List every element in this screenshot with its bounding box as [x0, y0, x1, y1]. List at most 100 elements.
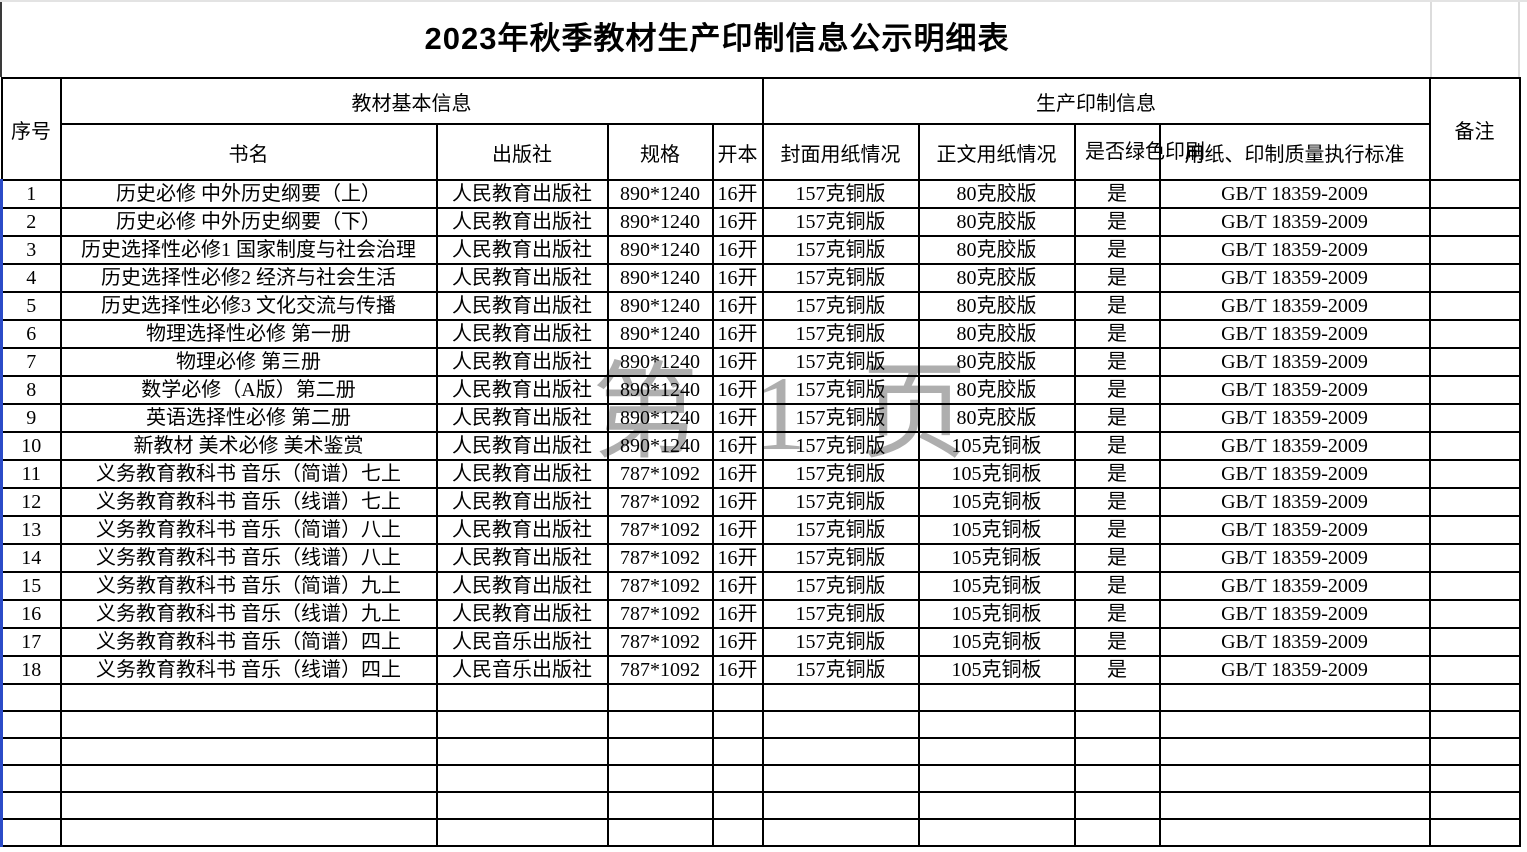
cell-remark: [1428, 515, 1521, 545]
cell-format: 16开: [711, 431, 764, 461]
empty-cell: [435, 818, 609, 847]
cell-book-name: 义务教育教科书 音乐（简谱）九上: [59, 571, 438, 601]
table-body: 1 历史必修 中外历史纲要（上） 人民教育出版社 890*1240 16开 157克铜版 8…: [0, 179, 1521, 847]
empty-cell: [435, 710, 609, 739]
empty-cell: [606, 791, 714, 820]
cell-spec: 890*1240: [606, 375, 714, 405]
cell-book-name: 物理必修 第三册: [59, 347, 438, 377]
cell-remark: [1428, 655, 1521, 685]
header-sub-row: 书名 出版社 规格 开本 封面用纸情况 正文用纸情况 是否绿色印刷 用纸、印制质…: [2, 123, 1520, 181]
cell-cover-paper: 157克铜版: [761, 207, 920, 237]
cell-publisher: 人民教育出版社: [435, 459, 609, 489]
cell-format: 16开: [711, 179, 764, 209]
cell-serial: 16: [0, 599, 62, 629]
cell-cover-paper: 157克铜版: [761, 543, 920, 573]
cell-green-print: 是: [1073, 235, 1161, 265]
cell-green-print: 是: [1073, 571, 1161, 601]
cell-green-print: 是: [1073, 543, 1161, 573]
cell-remark: [1428, 179, 1521, 209]
cell-quality-standard: GB/T 18359-2009: [1158, 291, 1431, 321]
cell-spec: 890*1240: [606, 347, 714, 377]
cell-green-print: 是: [1073, 347, 1161, 377]
empty-cell: [59, 764, 438, 793]
cell-serial: 10: [0, 431, 62, 461]
cell-format: 16开: [711, 207, 764, 237]
cell-cover-paper: 157克铜版: [761, 403, 920, 433]
table-row: 12 义务教育教科书 音乐（线谱）七上 人民教育出版社 787*1092 16开 157克…: [0, 487, 1521, 517]
cell-quality-standard: GB/T 18359-2009: [1158, 235, 1431, 265]
cell-body-paper: 80克胶版: [917, 235, 1076, 265]
cell-remark: [1428, 235, 1521, 265]
cell-remark: [1428, 487, 1521, 517]
col-header-quality-standard: 用纸、印制质量执行标准: [1158, 123, 1431, 181]
cell-green-print: 是: [1073, 403, 1161, 433]
empty-cell: [1073, 764, 1161, 793]
cell-format: 16开: [711, 599, 764, 629]
cell-book-name: 历史必修 中外历史纲要（下）: [59, 207, 438, 237]
faint-gridline: [1430, 0, 1432, 77]
cell-format: 16开: [711, 263, 764, 293]
cell-format: 16开: [711, 375, 764, 405]
cell-quality-standard: GB/T 18359-2009: [1158, 375, 1431, 405]
cell-publisher: 人民教育出版社: [435, 263, 609, 293]
cell-book-name: 义务教育教科书 音乐（简谱）七上: [59, 459, 438, 489]
col-header-spec: 规格: [606, 123, 714, 181]
cell-spec: 787*1092: [606, 543, 714, 573]
cell-spec: 787*1092: [606, 655, 714, 685]
cell-green-print: 是: [1073, 627, 1161, 657]
cell-serial: 11: [0, 459, 62, 489]
cell-book-name: 数学必修（A版）第二册: [59, 375, 438, 405]
cell-body-paper: 105克铜板: [917, 543, 1076, 573]
cell-publisher: 人民教育出版社: [435, 319, 609, 349]
cell-remark: [1428, 459, 1521, 489]
empty-cell: [0, 764, 62, 793]
cell-publisher: 人民教育出版社: [435, 403, 609, 433]
cell-serial: 4: [0, 263, 62, 293]
cell-cover-paper: 157克铜版: [761, 459, 920, 489]
cell-body-paper: 105克铜板: [917, 655, 1076, 685]
cell-cover-paper: 157克铜版: [761, 179, 920, 209]
empty-cell: [711, 818, 764, 847]
cell-remark: [1428, 263, 1521, 293]
cell-body-paper: 105克铜板: [917, 627, 1076, 657]
empty-cell: [761, 791, 920, 820]
empty-cell: [0, 791, 62, 820]
empty-cell: [1073, 818, 1161, 847]
cell-book-name: 义务教育教科书 音乐（简谱）八上: [59, 515, 438, 545]
cell-remark: [1428, 347, 1521, 377]
cell-book-name: 历史选择性必修3 文化交流与传播: [59, 291, 438, 321]
cell-book-name: 义务教育教科书 音乐（线谱）八上: [59, 543, 438, 573]
cell-spec: 890*1240: [606, 403, 714, 433]
table-row: 15 义务教育教科书 音乐（简谱）九上 人民教育出版社 787*1092 16开 157克…: [0, 571, 1521, 601]
cell-green-print: 是: [1073, 375, 1161, 405]
cell-spec: 787*1092: [606, 459, 714, 489]
empty-cell: [1158, 764, 1431, 793]
table-row: 3 历史选择性必修1 国家制度与社会治理 人民教育出版社 890*1240 16开 157…: [0, 235, 1521, 265]
cell-publisher: 人民音乐出版社: [435, 655, 609, 685]
cell-cover-paper: 157克铜版: [761, 319, 920, 349]
faint-gridline: [1518, 0, 1520, 77]
col-header-book-name: 书名: [59, 123, 438, 181]
cell-publisher: 人民教育出版社: [435, 543, 609, 573]
col-group-production-print-info: 生产印制信息: [761, 77, 1431, 125]
cell-publisher: 人民教育出版社: [435, 571, 609, 601]
cell-green-print: 是: [1073, 459, 1161, 489]
col-header-format: 开本: [711, 123, 764, 181]
cell-quality-standard: GB/T 18359-2009: [1158, 263, 1431, 293]
empty-cell: [59, 818, 438, 847]
empty-table-row: [0, 710, 1521, 739]
cell-body-paper: 105克铜板: [917, 431, 1076, 461]
cell-remark: [1428, 627, 1521, 657]
cell-body-paper: 80克胶版: [917, 179, 1076, 209]
cell-body-paper: 80克胶版: [917, 207, 1076, 237]
cell-spec: 890*1240: [606, 235, 714, 265]
cell-publisher: 人民教育出版社: [435, 487, 609, 517]
empty-cell: [0, 710, 62, 739]
cell-quality-standard: GB/T 18359-2009: [1158, 655, 1431, 685]
col-header-body-paper: 正文用纸情况: [917, 123, 1076, 181]
empty-cell: [761, 710, 920, 739]
cell-serial: 1: [0, 179, 62, 209]
cell-publisher: 人民教育出版社: [435, 291, 609, 321]
empty-cell: [59, 791, 438, 820]
cell-quality-standard: GB/T 18359-2009: [1158, 403, 1431, 433]
